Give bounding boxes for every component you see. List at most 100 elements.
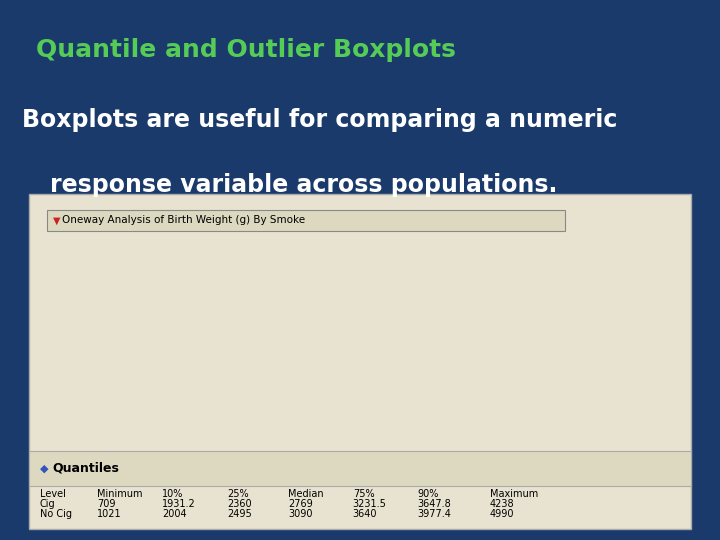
Point (170, 381, 181, 389)
Text: Quantiles: Quantiles (53, 462, 120, 475)
Text: 2004: 2004 (162, 509, 186, 519)
Point (342, 354, 354, 363)
Point (169, 354, 181, 363)
Text: 709: 709 (97, 499, 116, 509)
Text: 3640: 3640 (353, 509, 377, 519)
Point (332, 282, 343, 291)
Point (343, 339, 355, 347)
Point (328, 412, 340, 421)
Point (330, 325, 341, 334)
Bar (457, 376, 473, 398)
Point (168, 300, 180, 309)
Point (336, 314, 348, 322)
Point (348, 296, 360, 305)
Text: response variable across populations.: response variable across populations. (50, 173, 558, 197)
Point (331, 341, 343, 349)
Text: Maximum: Maximum (490, 489, 538, 499)
Point (163, 352, 174, 360)
Point (333, 314, 345, 322)
Point (340, 318, 351, 327)
Point (345, 323, 356, 332)
Point (176, 341, 188, 349)
Point (348, 292, 359, 300)
Point (164, 367, 176, 376)
Text: 2769: 2769 (288, 499, 312, 509)
Text: 25%: 25% (227, 489, 248, 499)
Point (348, 345, 360, 354)
Point (179, 361, 190, 369)
Point (173, 363, 184, 372)
Point (178, 330, 189, 339)
Point (344, 365, 356, 374)
Point (349, 289, 361, 298)
Bar (150, 321, 202, 360)
Text: Level: Level (40, 489, 66, 499)
Point (165, 345, 176, 354)
Point (171, 325, 182, 334)
Bar (457, 399, 465, 421)
Point (341, 390, 352, 399)
Point (333, 300, 344, 309)
Point (343, 265, 354, 273)
Text: 2360: 2360 (227, 499, 251, 509)
Point (164, 320, 176, 329)
Bar (457, 265, 488, 286)
Point (335, 300, 346, 309)
Bar (457, 242, 473, 264)
Point (167, 349, 179, 358)
Point (336, 363, 347, 372)
Point (163, 328, 174, 337)
Point (337, 307, 348, 316)
Point (346, 323, 357, 332)
Point (341, 294, 353, 302)
Point (330, 416, 342, 424)
Point (163, 390, 175, 399)
Y-axis label: Birth Weight (g): Birth Weight (g) (38, 303, 48, 380)
Point (329, 302, 341, 311)
Point (338, 408, 349, 416)
Point (333, 255, 345, 264)
Bar (565, 354, 596, 376)
Text: 2495: 2495 (227, 509, 251, 519)
Point (334, 316, 346, 325)
Text: No Cig: No Cig (40, 509, 71, 519)
Text: Minimum: Minimum (97, 489, 143, 499)
Point (163, 327, 174, 336)
Point (342, 296, 354, 305)
Text: 4238: 4238 (490, 499, 514, 509)
Text: ▼: ▼ (53, 215, 60, 225)
Point (171, 349, 183, 358)
Point (350, 327, 361, 336)
Point (328, 292, 340, 300)
Point (167, 386, 179, 394)
Point (167, 372, 179, 381)
Bar (565, 376, 581, 398)
Point (340, 278, 351, 287)
Point (345, 343, 356, 352)
Point (177, 327, 189, 336)
Point (165, 345, 176, 354)
Text: 1021: 1021 (97, 509, 122, 519)
Text: 90%: 90% (418, 489, 439, 499)
Point (166, 341, 177, 349)
Point (329, 359, 341, 367)
Bar (457, 354, 488, 376)
Point (328, 334, 340, 342)
Text: 3977.4: 3977.4 (418, 509, 451, 519)
Point (330, 349, 342, 358)
Bar (319, 303, 371, 354)
Point (346, 312, 358, 320)
Text: 1931.2: 1931.2 (162, 499, 196, 509)
Point (345, 329, 356, 338)
Point (330, 376, 342, 385)
Bar (565, 332, 628, 353)
Point (167, 359, 179, 367)
Point (336, 356, 347, 365)
Text: Cig: Cig (40, 499, 55, 509)
Point (348, 359, 359, 367)
Point (174, 399, 185, 407)
Point (176, 374, 187, 383)
Point (338, 372, 350, 381)
Point (335, 361, 346, 369)
Point (342, 367, 354, 376)
